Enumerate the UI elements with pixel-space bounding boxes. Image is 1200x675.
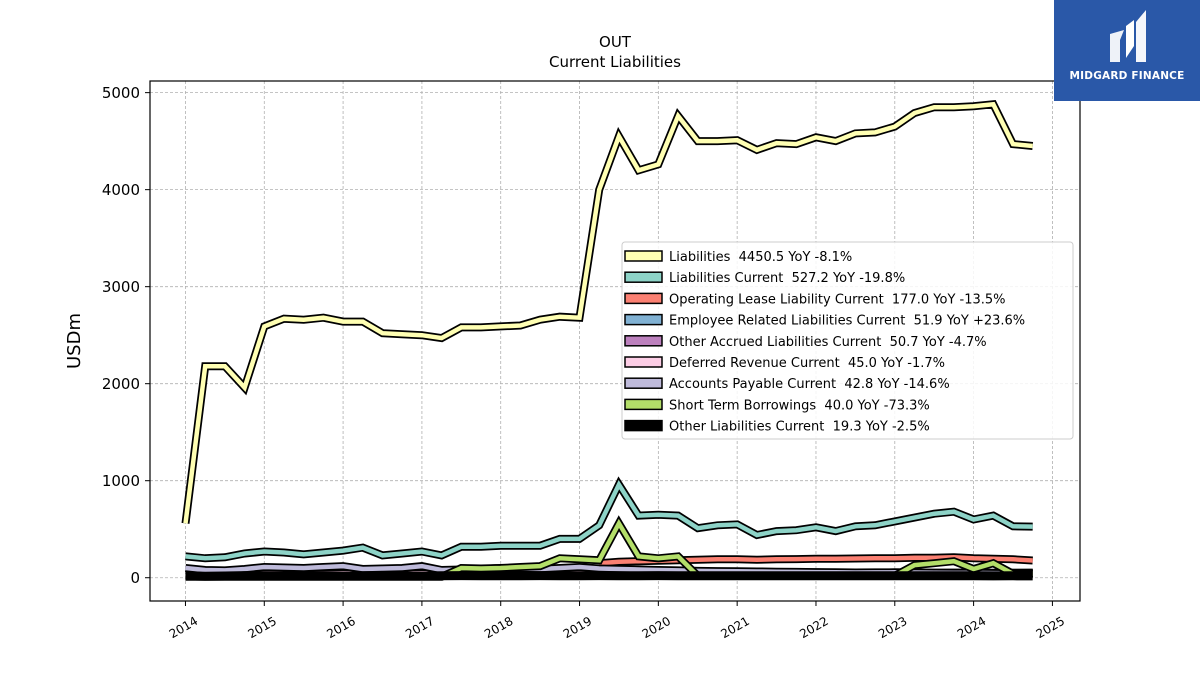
legend-entry: Other Accrued Liabilities Current 50.7 Y… (669, 335, 987, 350)
x-tick-label: 2014 (167, 614, 200, 641)
legend-swatch (624, 271, 663, 283)
series-line-outline (185, 571, 1033, 581)
x-tick-label: 2016 (324, 614, 357, 641)
logo-mark-icon (1110, 10, 1146, 62)
y-axis-label: USDm (64, 313, 85, 369)
x-tick-label: 2023 (876, 614, 909, 641)
legend-entry: Other Liabilities Current 19.3 YoY -2.5% (669, 420, 930, 435)
legend-swatch (624, 313, 663, 326)
x-tick-label: 2021 (718, 614, 751, 641)
x-tick-label: 2025 (1034, 614, 1067, 641)
series-line (185, 479, 1033, 561)
midgard-finance-logo: MIDGARD FINANCE (1054, 0, 1200, 101)
y-tick-label: 3000 (102, 278, 140, 296)
x-tick-label: 2015 (246, 614, 279, 641)
legend-box (621, 241, 1074, 440)
y-tick-label: 1000 (102, 472, 140, 490)
legend-swatch (624, 335, 663, 347)
plot-frame (149, 80, 1081, 602)
x-tick-label: 2022 (797, 614, 830, 641)
x-tick-label: 2019 (561, 614, 594, 641)
legend-entry: Short Term Borrowings 40.0 YoY -73.3% (669, 398, 930, 413)
x-tick-label: 2017 (403, 614, 436, 641)
chart-subtitle: Current Liabilities (549, 53, 681, 71)
legend-swatch (624, 377, 663, 389)
series-line (183, 101, 1033, 524)
y-tick-label: 5000 (102, 84, 140, 102)
x-tick-label: 2024 (955, 614, 988, 641)
series-lines (181, 100, 1034, 581)
legend-swatch (624, 250, 663, 262)
y-tick-label: 0 (130, 569, 140, 587)
legend-entry: Employee Related Liabilities Current 51.… (669, 314, 1025, 329)
legend-swatch (624, 356, 663, 368)
legend-entry: Liabilities Current 527.2 YoY -19.8% (669, 271, 905, 286)
y-tick-label: 2000 (102, 375, 140, 393)
y-tick-label: 4000 (102, 181, 140, 199)
logo-text: MIDGARD FINANCE (1069, 70, 1185, 82)
x-tick-label: 2018 (482, 614, 515, 641)
chart-title: OUT (599, 33, 632, 51)
legend-swatch (624, 419, 663, 432)
x-tick-label: 2020 (640, 614, 673, 641)
legend: Liabilities 4450.5 YoY -8.1% Liabilities … (621, 241, 1074, 440)
legend-entry: Deferred Revenue Current 45.0 YoY -1.7% (669, 356, 945, 371)
legend-entry: Accounts Payable Current 42.8 YoY -14.6% (669, 377, 950, 392)
legend-swatch (624, 292, 663, 305)
legend-swatch (624, 398, 663, 411)
legend-entry: Liabilities 4450.5 YoY -8.1% (669, 250, 852, 265)
legend-entry: Operating Lease Liability Current 177.0 … (669, 292, 1006, 307)
